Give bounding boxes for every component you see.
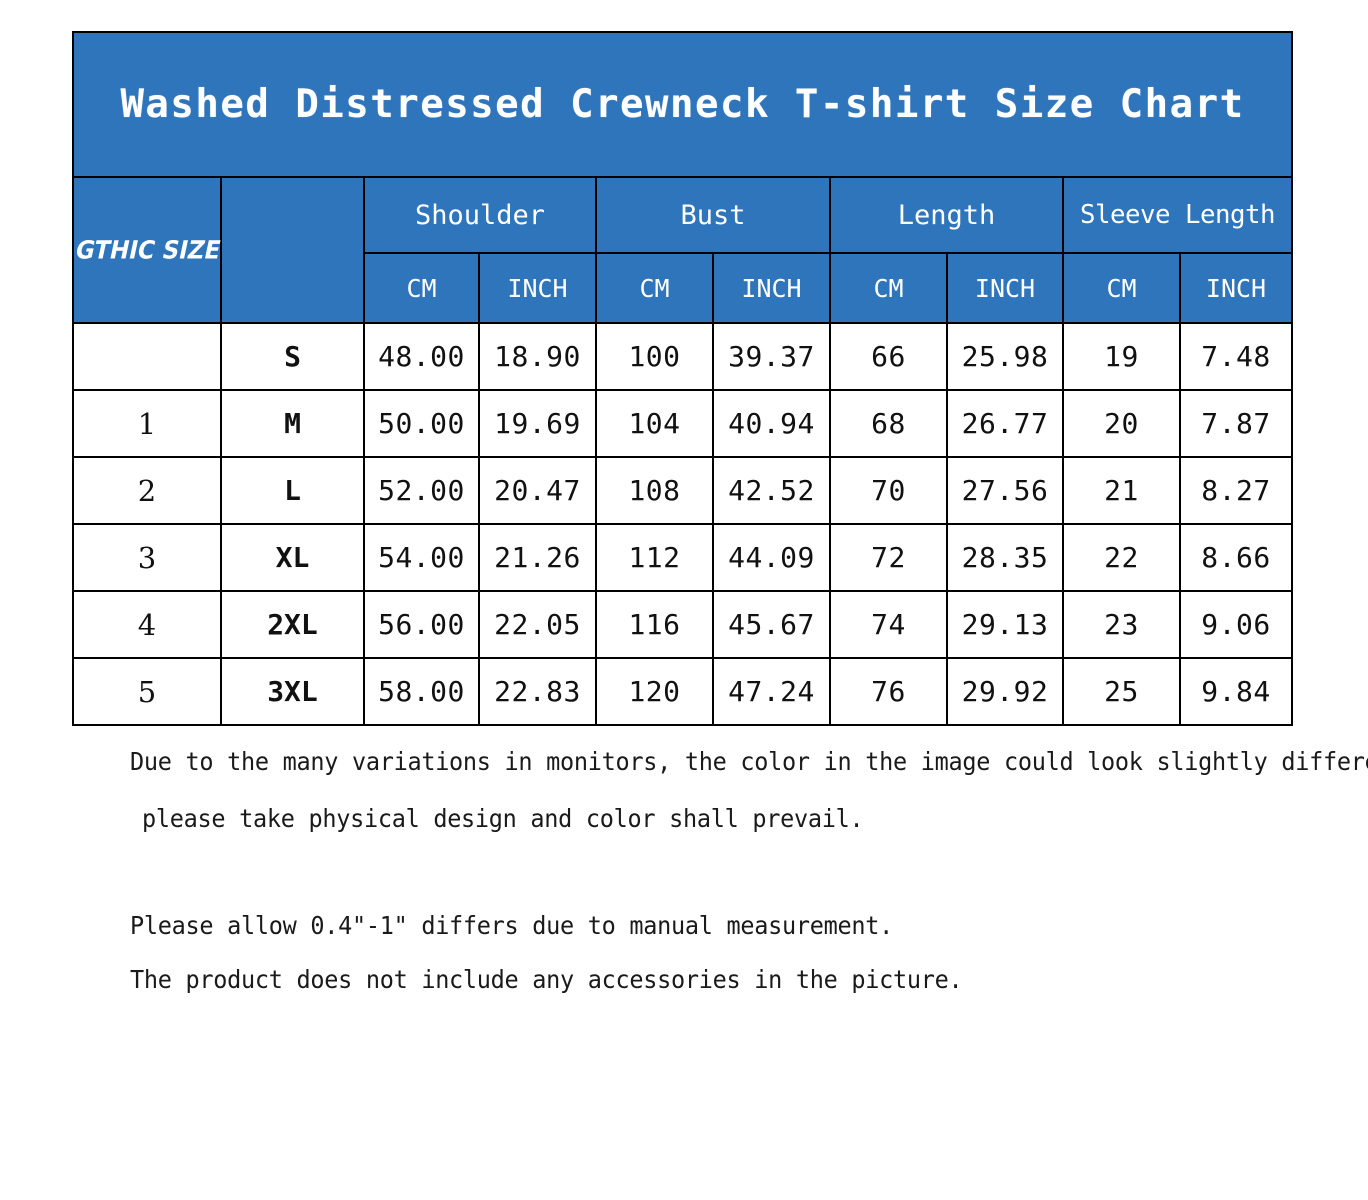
cell-bust-inch: 45.67	[712, 590, 831, 659]
cell-length-cm: 74	[829, 590, 948, 659]
cell-bust-cm: 116	[595, 590, 714, 659]
cell-shoulder-inch: 20.47	[478, 456, 597, 525]
cell-sleeve-cm: 20	[1062, 389, 1181, 458]
header-size-blank	[220, 176, 365, 324]
cell-sleeve-cm: 22	[1062, 523, 1181, 592]
cell-shoulder-inch: 22.83	[478, 657, 597, 726]
table-row: 5 3XL 58.00 22.83 120 47.24 76 29.92 25 …	[72, 657, 1294, 726]
cell-size: 3XL	[220, 657, 365, 726]
cell-shoulder-inch: 22.05	[478, 590, 597, 659]
cell-sleeve-inch: 7.48	[1178, 322, 1294, 391]
note-monitor-variation-line2: please take physical design and color sh…	[142, 804, 864, 833]
cell-bust-inch: 44.09	[712, 523, 831, 592]
note-manual-measurement: Please allow 0.4"-1" differs due to manu…	[130, 911, 893, 940]
cell-length-inch: 27.56	[946, 456, 1064, 525]
header-length-inch: INCH	[946, 252, 1064, 324]
cell-length-inch: 25.98	[946, 322, 1064, 391]
cell-length-cm: 68	[829, 389, 948, 458]
header-shoulder-inch: INCH	[478, 252, 597, 324]
cell-shoulder-cm: 50.00	[363, 389, 480, 458]
cell-sleeve-inch: 8.66	[1178, 523, 1294, 592]
header-length-cm: CM	[829, 252, 948, 324]
cell-bust-cm: 120	[595, 657, 714, 726]
unit-header-row: CM INCH CM INCH CM INCH	[73, 252, 1294, 324]
cell-length-cm: 70	[829, 456, 948, 525]
cell-shoulder-inch: 21.26	[478, 523, 597, 592]
size-chart-container: Washed Distressed Crewneck T-shirt Size …	[71, 31, 1294, 726]
cell-index: 4	[72, 590, 222, 659]
cell-sleeve-cm: 25	[1062, 657, 1181, 726]
cell-size: XL	[220, 523, 365, 592]
cell-length-inch: 29.92	[946, 657, 1064, 726]
cell-shoulder-cm: 52.00	[363, 456, 480, 525]
chart-title-cell: Washed Distressed Crewneck T-shirt Size …	[71, 31, 1294, 178]
cell-size: L	[220, 456, 365, 525]
table-row: 3 XL 54.00 21.26 112 44.09 72 28.35 22 8…	[72, 523, 1294, 592]
cell-bust-cm: 112	[595, 523, 714, 592]
cell-bust-cm: 100	[595, 322, 714, 391]
cell-length-cm: 76	[829, 657, 948, 726]
cell-index	[72, 322, 222, 391]
cell-length-cm: 66	[829, 322, 948, 391]
cell-shoulder-inch: 19.69	[478, 389, 597, 458]
table-row: 2 L 52.00 20.47 108 42.52 70 27.56 21 8.…	[72, 456, 1294, 525]
cell-shoulder-cm: 48.00	[363, 322, 480, 391]
group-header-row: GTHIC SIZE Shoulder Bust Length	[72, 176, 1294, 324]
header-group-bust: Bust	[595, 176, 831, 254]
header-bust-cm: CM	[595, 252, 714, 324]
cell-index: 5	[72, 657, 222, 726]
cell-sleeve-cm: 21	[1062, 456, 1181, 525]
cell-bust-cm: 104	[595, 389, 714, 458]
cell-size: 2XL	[220, 590, 365, 659]
cell-bust-inch: 39.37	[712, 322, 831, 391]
cell-length-inch: 29.13	[946, 590, 1064, 659]
cell-sleeve-inch: 9.06	[1178, 590, 1294, 659]
note-no-accessories: The product does not include any accesso…	[130, 965, 963, 994]
cell-sleeve-inch: 9.84	[1178, 657, 1294, 726]
cell-shoulder-cm: 56.00	[363, 590, 480, 659]
header-gthic-size: GTHIC SIZE	[72, 176, 224, 324]
cell-length-inch: 28.35	[946, 523, 1064, 592]
cell-bust-inch: 40.94	[712, 389, 831, 458]
cell-bust-inch: 42.52	[712, 456, 831, 525]
header-sleeve-cm: CM	[1062, 252, 1181, 324]
header-group-shoulder: Shoulder	[363, 176, 597, 254]
cell-bust-inch: 47.24	[712, 657, 831, 726]
cell-shoulder-cm: 54.00	[363, 523, 480, 592]
cell-sleeve-cm: 23	[1062, 590, 1181, 659]
cell-sleeve-inch: 7.87	[1178, 389, 1294, 458]
header-group-sleeve-length: Sleeve Length	[1061, 176, 1294, 254]
header-group-length: Length	[829, 176, 1064, 254]
header-sleeve-inch: INCH	[1178, 252, 1294, 324]
cell-length-inch: 26.77	[946, 389, 1064, 458]
page-title: Washed Distressed Crewneck T-shirt Size …	[120, 82, 1245, 127]
cell-index: 2	[72, 456, 222, 525]
cell-shoulder-cm: 58.00	[363, 657, 480, 726]
header-shoulder-cm: CM	[363, 252, 480, 324]
header-bust-inch: INCH	[712, 252, 831, 324]
cell-shoulder-inch: 18.90	[478, 322, 597, 391]
cell-index: 1	[72, 389, 222, 458]
cell-bust-cm: 108	[595, 456, 714, 525]
size-chart-table: Washed Distressed Crewneck T-shirt Size …	[71, 31, 1294, 726]
table-row: S 48.00 18.90 100 39.37 66 25.98 19 7.48	[72, 322, 1294, 391]
cell-sleeve-cm: 19	[1062, 322, 1181, 391]
cell-size: S	[220, 322, 365, 391]
chart-title-row: Washed Distressed Crewneck T-shirt Size …	[71, 31, 1294, 178]
note-monitor-variation-line1: Due to the many variations in monitors, …	[130, 747, 1368, 776]
cell-length-cm: 72	[829, 523, 948, 592]
cell-size: M	[220, 389, 365, 458]
table-row: 4 2XL 56.00 22.05 116 45.67 74 29.13 23 …	[72, 590, 1294, 659]
cell-sleeve-inch: 8.27	[1178, 456, 1294, 525]
cell-index: 3	[72, 523, 222, 592]
table-row: 1 M 50.00 19.69 104 40.94 68 26.77 20 7.…	[72, 389, 1294, 458]
gthic-size-label: GTHIC SIZE	[72, 235, 224, 265]
